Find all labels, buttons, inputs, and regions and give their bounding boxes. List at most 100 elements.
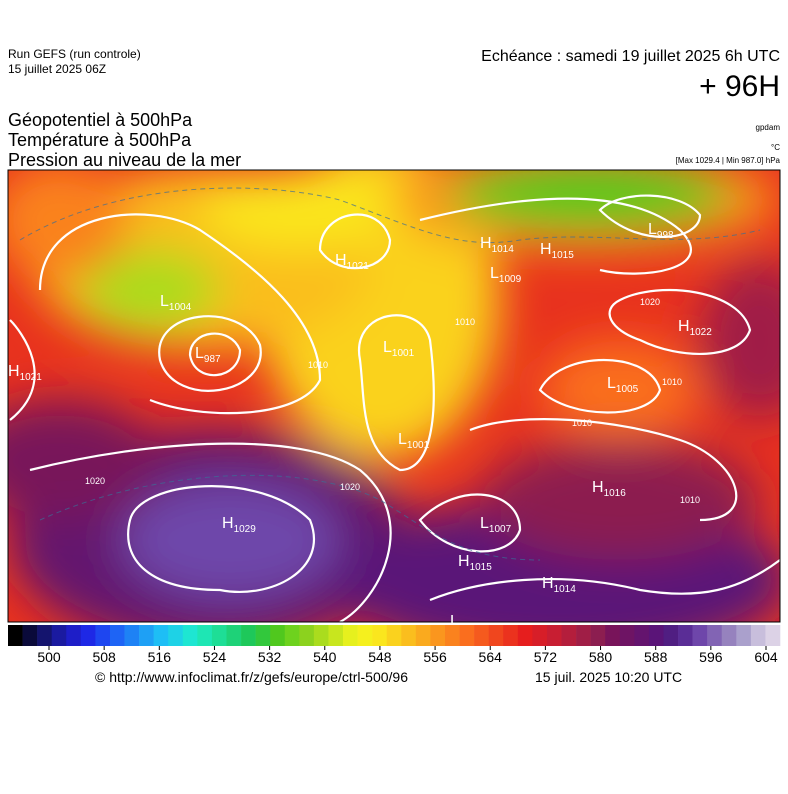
center-value: 1005 bbox=[616, 384, 639, 395]
colorbar: 500 508 516 524 532 540 548 556 564 572 580 588 596 6… bbox=[8, 625, 781, 665]
colorbar-swatch bbox=[139, 625, 154, 646]
colorbar-tick-label: 508 bbox=[92, 649, 116, 665]
isobar-label: 1010 bbox=[455, 317, 475, 327]
isobar-label: 1020 bbox=[640, 297, 660, 307]
colorbar-swatch bbox=[37, 625, 52, 646]
center-letter: L bbox=[398, 431, 407, 448]
isobar-label: 1020 bbox=[340, 482, 360, 492]
center-letter: H bbox=[458, 553, 470, 570]
colorbar-tick-label: 548 bbox=[368, 649, 392, 665]
colorbar-swatch bbox=[736, 625, 752, 646]
center-value: 1015 bbox=[552, 250, 575, 261]
colorbar-swatch bbox=[80, 625, 96, 646]
colorbar-swatch bbox=[619, 625, 635, 646]
title: Géopotentiel à 500hPa bbox=[8, 110, 193, 130]
center-value: 1014 bbox=[492, 244, 515, 255]
colorbar-swatch bbox=[488, 625, 504, 646]
colorbar-swatch bbox=[313, 625, 329, 646]
colorbar-swatch bbox=[532, 625, 548, 646]
colorbar-swatch bbox=[51, 625, 67, 646]
colorbar-swatch bbox=[517, 625, 533, 646]
center-letter: L bbox=[450, 613, 459, 630]
center-letter: L bbox=[383, 339, 392, 356]
echeance: Echéance : samedi 19 juillet 2025 6h UTC bbox=[481, 48, 780, 65]
colorbar-swatch bbox=[197, 625, 213, 646]
center-value: 987 bbox=[204, 354, 221, 365]
colorbar-swatch bbox=[386, 625, 402, 646]
map bbox=[8, 170, 780, 622]
pressure-center: L1007 bbox=[480, 515, 512, 535]
unit: °C bbox=[771, 143, 780, 152]
run-date: 15 juillet 2025 06Z bbox=[8, 62, 106, 76]
title: Température à 500hPa bbox=[8, 130, 192, 150]
isobar-labels: 1020 1020 1010 1010 1010 1010 1020 1010 bbox=[85, 297, 700, 505]
pressure-center: H1014 bbox=[480, 235, 514, 255]
isobar-label: 1010 bbox=[662, 377, 682, 387]
colorbar-tick-label: 540 bbox=[313, 649, 337, 665]
pressure-center: H1021 bbox=[8, 363, 42, 383]
colorbar-swatch bbox=[401, 625, 417, 646]
pressure-center: L1005 bbox=[607, 375, 639, 395]
timestamp: 15 juil. 2025 10:20 UTC bbox=[535, 669, 682, 685]
center-value: 1022 bbox=[690, 327, 713, 338]
center-value: 1016 bbox=[604, 488, 627, 499]
center-letter: H bbox=[8, 363, 20, 380]
unit: [Max 1029.4 | Min 987.0] hPa bbox=[676, 156, 781, 165]
center-letter: L bbox=[480, 515, 489, 532]
lead-time: + 96H bbox=[699, 70, 780, 103]
center-letter: L bbox=[490, 265, 499, 282]
colorbar-swatch bbox=[357, 625, 373, 646]
pressure-center: L1001 bbox=[398, 431, 430, 451]
colorbar-swatch bbox=[255, 625, 271, 646]
isobar-label: 1010 bbox=[572, 418, 592, 428]
colorbar-swatch bbox=[503, 625, 519, 646]
center-value: 1021 bbox=[20, 372, 43, 383]
colorbar-swatch bbox=[576, 625, 591, 646]
center-value: 1015 bbox=[470, 562, 493, 573]
colorbar-tick-label: 604 bbox=[754, 649, 778, 665]
isobar-label: 1010 bbox=[308, 360, 328, 370]
colorbar-swatch bbox=[153, 625, 169, 646]
center-letter: H bbox=[335, 252, 347, 269]
isobar-label: 1020 bbox=[85, 476, 105, 486]
pressure-center: L1009 bbox=[490, 265, 522, 285]
pressure-center: H1015 bbox=[540, 241, 574, 261]
colorbar-swatch bbox=[66, 625, 82, 646]
colorbar-swatch bbox=[270, 625, 286, 646]
colorbar-swatch bbox=[241, 625, 256, 646]
center-letter: H bbox=[678, 318, 690, 335]
center-letter: L bbox=[195, 345, 204, 362]
pressure-center: L1004 bbox=[160, 293, 192, 313]
center-value: 1001 bbox=[392, 348, 415, 359]
colorbar-swatch bbox=[22, 625, 38, 646]
colorbar-swatch bbox=[182, 625, 198, 646]
colorbar-swatch bbox=[109, 625, 125, 646]
pressure-center: L1001 bbox=[383, 339, 415, 359]
colorbar-swatch bbox=[721, 625, 737, 646]
colorbar-swatch bbox=[299, 625, 315, 646]
center-value: 1014 bbox=[554, 584, 577, 595]
pressure-center: L987 bbox=[195, 345, 221, 365]
center-letter: L bbox=[607, 375, 616, 392]
colorbar-swatch bbox=[692, 625, 708, 646]
colorbar-swatch bbox=[168, 625, 184, 646]
colorbar-tick-label: 524 bbox=[203, 649, 227, 665]
colorbar-tick-label: 588 bbox=[644, 649, 668, 665]
pressure-center: L998 bbox=[648, 221, 674, 241]
colorbar-swatch bbox=[328, 625, 344, 646]
center-letter: L bbox=[648, 221, 657, 238]
colorbar-swatch bbox=[750, 625, 766, 646]
colorbar-swatch bbox=[444, 625, 460, 646]
map-frame bbox=[7, 169, 781, 623]
colorbar-swatch bbox=[605, 625, 621, 646]
center-value: 1029 bbox=[234, 524, 257, 535]
colorbar-swatch bbox=[8, 625, 23, 646]
center-letter: H bbox=[222, 515, 234, 532]
colorbar-swatch bbox=[226, 625, 242, 646]
center-value: 1001 bbox=[407, 440, 430, 451]
colorbar-swatch bbox=[590, 625, 606, 646]
center-value: 1009 bbox=[499, 274, 522, 285]
colorbar-swatch bbox=[474, 625, 489, 646]
